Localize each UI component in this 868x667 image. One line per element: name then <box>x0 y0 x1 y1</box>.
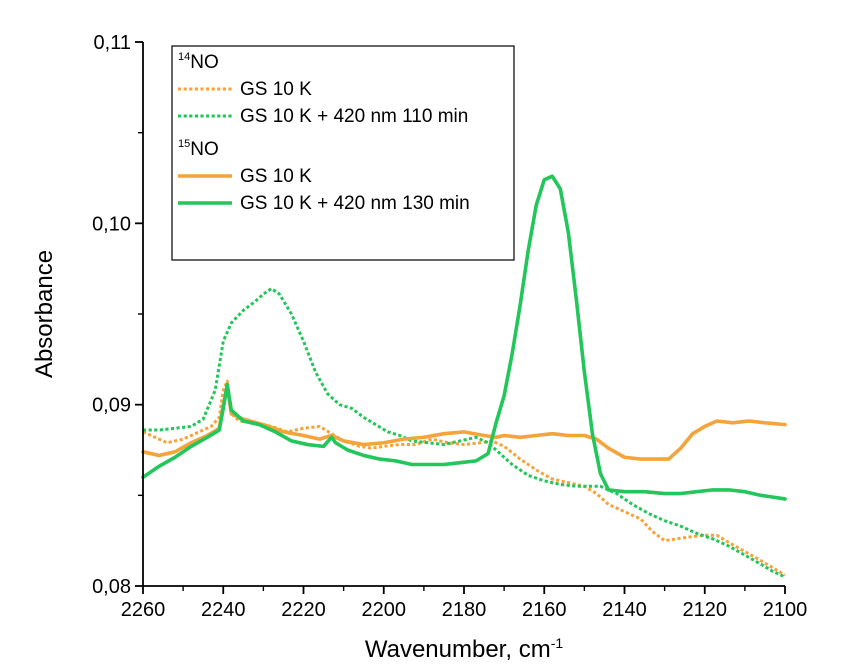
legend-group-label: NO <box>190 52 219 73</box>
legend-label-0: GS 10 K <box>240 79 312 100</box>
series-line-0 <box>142 379 786 577</box>
series-line-1 <box>143 287 786 579</box>
plot-lines <box>141 174 787 579</box>
x-tick-label-2160: 2160 <box>522 599 567 621</box>
x-axis-title-main: Wavenumber, cm <box>365 636 551 663</box>
y-tick-label-1: 0,09 <box>92 395 131 417</box>
x-tick-label-2260: 2260 <box>121 599 166 621</box>
legend-box <box>171 45 515 261</box>
y-axis-title: Absorbance <box>31 250 58 378</box>
y-tick-label-3: 0,11 <box>94 32 131 54</box>
legend-group-label: NO <box>190 139 219 160</box>
y-tick-label-2: 0,10 <box>92 213 131 235</box>
x-axis-title: Wavenumber, cm-1 <box>365 635 564 663</box>
x-tick-label-2220: 2220 <box>281 599 326 621</box>
axes: 2260 2240 2220 2200 2180 2160 2140 2120 2100 0,08… <box>31 32 807 663</box>
x-tick-label-2180: 2180 <box>442 599 487 621</box>
legend-group-heading-0: 14NO <box>178 51 219 73</box>
series-line-3 <box>141 174 787 501</box>
legend-group-heading-1: 15NO <box>178 138 219 160</box>
x-tick-label-2100: 2100 <box>763 599 808 621</box>
legend-group-sup: 15 <box>178 138 190 150</box>
legend-label-3: GS 10 K + 420 nm 130 min <box>240 193 470 214</box>
legend-group-sup: 14 <box>178 51 190 63</box>
x-tick-label-2200: 2200 <box>362 599 407 621</box>
legend-label-1: GS 10 K + 420 nm 110 min <box>240 106 468 127</box>
y-tick-label-0: 0,08 <box>92 576 131 598</box>
series-line-2 <box>141 384 787 461</box>
x-tick-label-2120: 2120 <box>683 599 728 621</box>
x-axis-title-sup: -1 <box>551 635 564 651</box>
legend-label-2: GS 10 K <box>240 166 312 187</box>
x-tick-label-2140: 2140 <box>602 599 647 621</box>
x-tick-label-2240: 2240 <box>201 599 246 621</box>
